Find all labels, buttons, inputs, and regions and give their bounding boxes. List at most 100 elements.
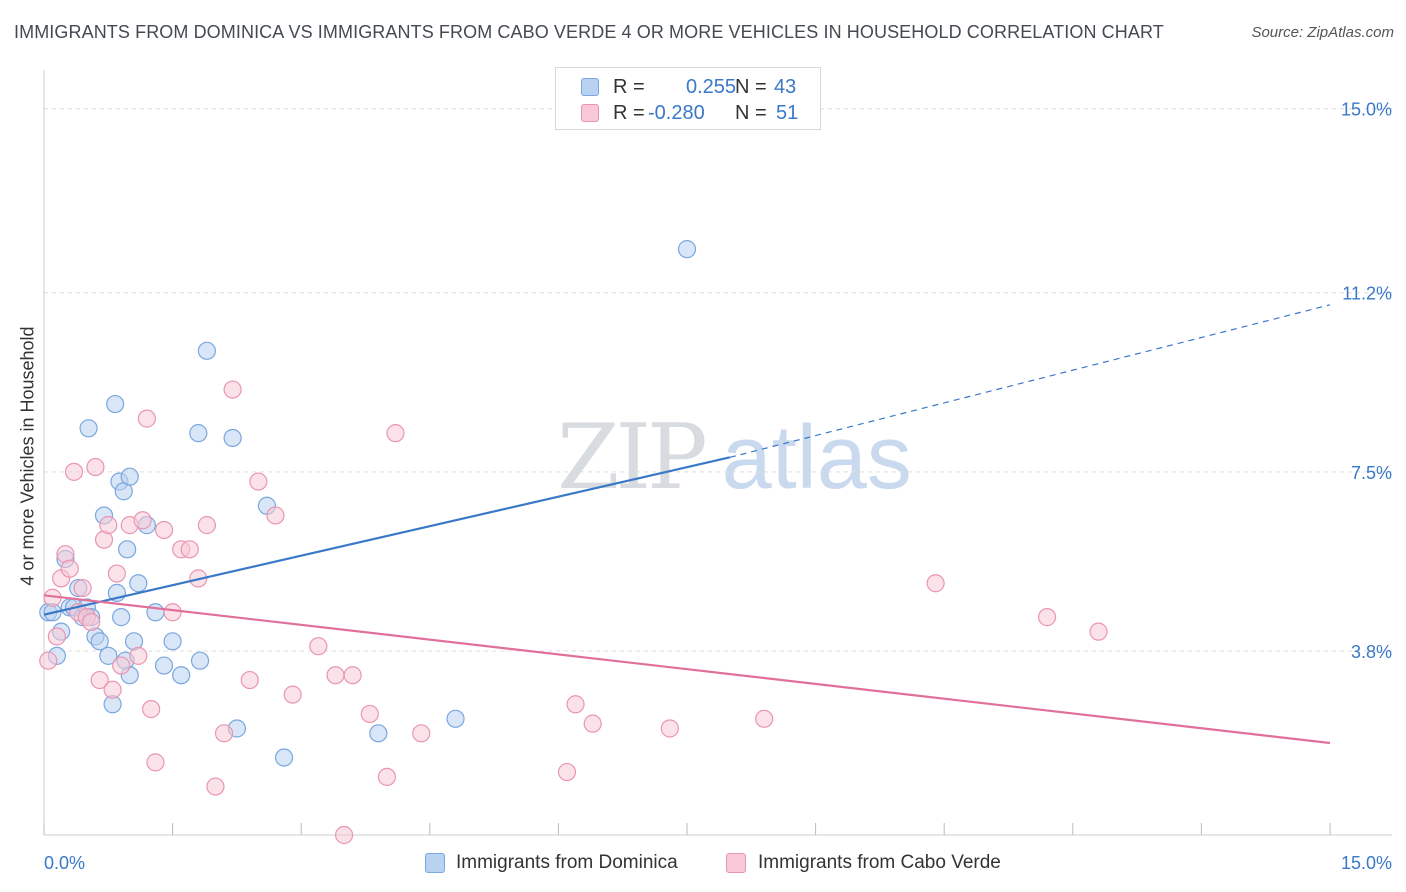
r-value: 0.255 bbox=[686, 76, 737, 98]
y-tick-label: 3.8% bbox=[1351, 642, 1392, 662]
data-point-cabo-verde bbox=[197, 516, 216, 535]
data-point-cabo-verde bbox=[146, 753, 165, 772]
watermark-atlas: atlas bbox=[721, 408, 912, 508]
data-point-dominica bbox=[79, 419, 98, 438]
data-point-dominica bbox=[106, 394, 125, 414]
axes bbox=[43, 70, 1392, 836]
trendlines bbox=[43, 304, 1331, 745]
data-point-dominica bbox=[112, 608, 131, 627]
series-legend: Immigrants from Dominica Immigrants from… bbox=[0, 850, 1406, 880]
data-point-cabo-verde bbox=[326, 666, 345, 685]
data-point-dominica bbox=[446, 709, 465, 728]
data-point-cabo-verde bbox=[266, 506, 285, 525]
data-point-cabo-verde bbox=[377, 767, 397, 786]
data-point-cabo-verde bbox=[566, 695, 585, 714]
data-point-cabo-verde bbox=[180, 540, 199, 559]
data-point-dominica bbox=[274, 748, 294, 767]
n-label: N = bbox=[735, 102, 767, 124]
series-dominica-points bbox=[39, 240, 697, 767]
n-label: N = bbox=[735, 76, 767, 98]
source-label: Source: ZipAtlas.com bbox=[1251, 24, 1394, 41]
data-point-cabo-verde bbox=[142, 700, 161, 719]
r-label: R = bbox=[613, 102, 645, 124]
data-point-cabo-verde bbox=[360, 704, 379, 724]
legend-swatch-dominica bbox=[581, 78, 599, 96]
data-point-dominica bbox=[369, 724, 388, 743]
n-value: 43 bbox=[774, 76, 797, 98]
data-point-cabo-verde bbox=[90, 670, 109, 690]
y-tick-label: 7.5% bbox=[1351, 463, 1392, 483]
data-point-cabo-verde bbox=[163, 603, 182, 622]
data-point-cabo-verde bbox=[557, 762, 577, 782]
data-point-cabo-verde bbox=[103, 680, 122, 699]
chart-title: IMMIGRANTS FROM DOMINICA VS IMMIGRANTS F… bbox=[14, 22, 1164, 42]
data-point-dominica bbox=[223, 428, 242, 448]
data-point-dominica bbox=[118, 540, 137, 559]
y-tick-label: 15.0% bbox=[1341, 100, 1392, 120]
data-point-cabo-verde bbox=[583, 714, 602, 733]
trendline-dominica bbox=[43, 456, 731, 616]
n-value: 51 bbox=[776, 102, 799, 124]
data-point-cabo-verde bbox=[64, 462, 84, 481]
data-point-dominica bbox=[154, 656, 174, 675]
data-point-cabo-verde bbox=[99, 516, 118, 535]
data-point-cabo-verde bbox=[412, 724, 431, 743]
data-point-dominica bbox=[172, 666, 191, 685]
data-point-cabo-verde bbox=[283, 685, 302, 704]
data-point-cabo-verde bbox=[137, 409, 156, 428]
data-point-cabo-verde bbox=[1037, 608, 1057, 627]
x-tick-label: 15.0% bbox=[1341, 853, 1392, 873]
stats-row-dominica: R = 0.255 N = 43 bbox=[556, 74, 820, 100]
data-point-cabo-verde bbox=[107, 564, 126, 583]
data-point-cabo-verde bbox=[154, 520, 174, 540]
legend-swatch-cabo-verde bbox=[581, 104, 599, 122]
legend-label-dominica: Immigrants from Dominica bbox=[456, 852, 678, 873]
data-point-cabo-verde bbox=[660, 719, 679, 738]
data-point-cabo-verde bbox=[60, 559, 79, 578]
data-point-dominica bbox=[677, 240, 697, 259]
data-point-dominica bbox=[190, 651, 210, 670]
data-point-dominica bbox=[129, 574, 148, 593]
trendline-dominica-extension bbox=[729, 304, 1331, 458]
data-point-cabo-verde bbox=[309, 637, 328, 656]
data-point-cabo-verde bbox=[39, 651, 58, 670]
series-cabo-verde-points bbox=[39, 380, 1108, 845]
data-point-cabo-verde bbox=[926, 574, 945, 593]
data-point-dominica bbox=[189, 424, 208, 443]
trendline-cabo-verde bbox=[43, 594, 1331, 745]
watermark: ZIP atlas bbox=[557, 405, 912, 510]
y-tick-label: 11.2% bbox=[1342, 284, 1392, 304]
stats-legend: R = 0.255 N = 43 R = -0.280 N = 51 bbox=[555, 67, 821, 130]
data-point-cabo-verde bbox=[129, 646, 148, 665]
y-axis-label: 4 or more Vehicles in Household bbox=[17, 326, 38, 586]
r-label: R = bbox=[613, 76, 645, 98]
data-point-dominica bbox=[120, 467, 139, 486]
data-point-cabo-verde bbox=[112, 656, 131, 675]
x-tick-label: 0.0% bbox=[44, 853, 85, 873]
data-point-cabo-verde bbox=[73, 578, 92, 598]
data-point-cabo-verde bbox=[249, 472, 268, 491]
legend-swatch-cabo-verde bbox=[726, 853, 746, 873]
stats-row-cabo-verde: R = -0.280 N = 51 bbox=[556, 100, 820, 126]
data-point-cabo-verde bbox=[240, 670, 259, 690]
data-point-cabo-verde bbox=[755, 709, 774, 728]
data-point-dominica bbox=[163, 632, 182, 651]
r-value: -0.280 bbox=[648, 102, 705, 124]
data-point-dominica bbox=[146, 603, 165, 622]
data-point-cabo-verde bbox=[206, 777, 225, 796]
data-point-cabo-verde bbox=[1089, 622, 1108, 641]
data-point-cabo-verde bbox=[214, 724, 234, 743]
data-point-cabo-verde bbox=[334, 825, 354, 845]
data-point-cabo-verde bbox=[343, 666, 362, 685]
watermark-zip: ZIP bbox=[557, 405, 708, 510]
data-point-cabo-verde bbox=[47, 627, 66, 646]
grid-lines bbox=[44, 108, 1392, 652]
data-point-cabo-verde bbox=[133, 511, 152, 530]
data-point-cabo-verde bbox=[223, 380, 242, 399]
legend-swatch-dominica bbox=[425, 853, 445, 873]
data-point-dominica bbox=[90, 632, 109, 651]
legend-label-cabo-verde: Immigrants from Cabo Verde bbox=[758, 852, 1001, 873]
data-point-cabo-verde bbox=[386, 424, 405, 443]
data-point-cabo-verde bbox=[86, 457, 105, 477]
